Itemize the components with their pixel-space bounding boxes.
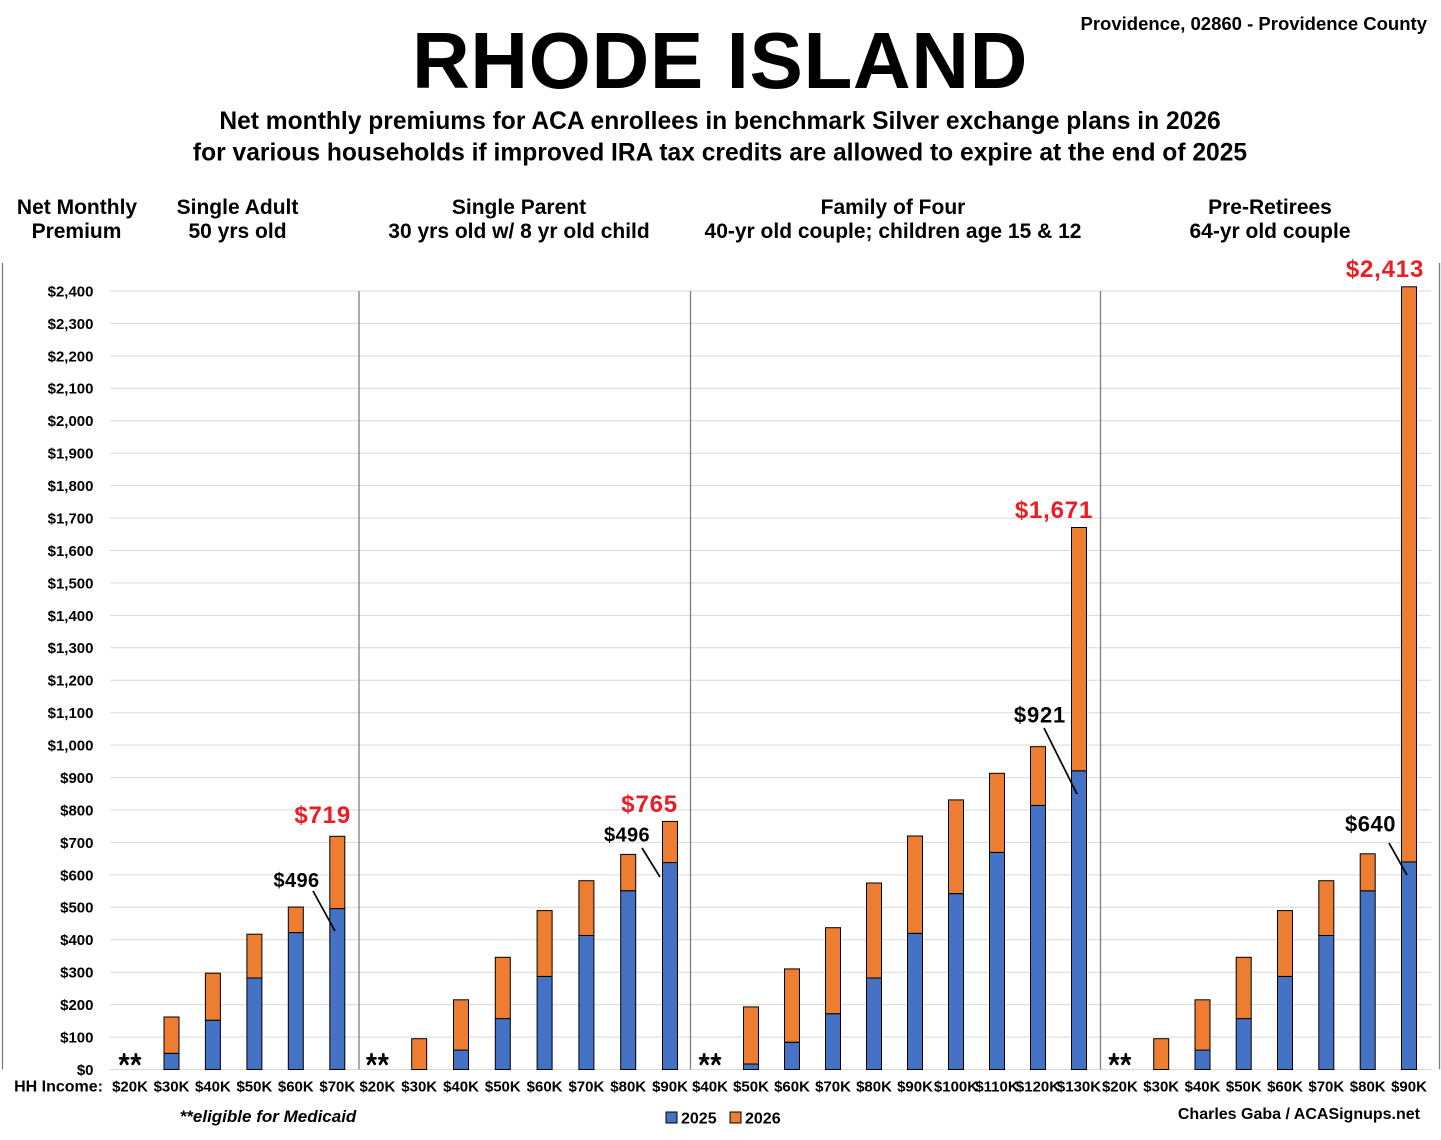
svg-text:Net monthly premiums for ACA e: Net monthly premiums for ACA enrollees i… <box>219 108 1220 135</box>
svg-text:Providence, 02860 - Providence: Providence, 02860 - Providence County <box>1081 13 1428 34</box>
svg-text:$40K: $40K <box>692 1079 728 1096</box>
svg-text:40-yr old couple; children age: 40-yr old couple; children age 15 & 12 <box>705 220 1082 243</box>
svg-text:$2,000: $2,000 <box>48 413 94 430</box>
svg-text:30 yrs old w/ 8 yr old child: 30 yrs old w/ 8 yr old child <box>388 220 649 243</box>
svg-text:Family of Four: Family of Four <box>821 196 966 219</box>
svg-text:$60K: $60K <box>527 1079 563 1096</box>
svg-text:$400: $400 <box>60 932 93 949</box>
svg-text:$600: $600 <box>60 867 93 884</box>
svg-text:$30K: $30K <box>401 1079 437 1096</box>
svg-text:$70K: $70K <box>319 1079 355 1096</box>
svg-text:$130K: $130K <box>1057 1079 1101 1096</box>
svg-text:Single Parent: Single Parent <box>452 196 586 219</box>
svg-text:$496: $496 <box>273 870 319 892</box>
svg-text:$496: $496 <box>604 825 650 847</box>
svg-text:2025: 2025 <box>681 1111 717 1128</box>
svg-text:$80K: $80K <box>610 1079 646 1096</box>
svg-text:$300: $300 <box>60 965 93 982</box>
svg-text:$900: $900 <box>60 770 93 787</box>
svg-text:$90K: $90K <box>897 1079 933 1096</box>
svg-text:$40K: $40K <box>195 1079 231 1096</box>
svg-text:$2,413: $2,413 <box>1346 256 1424 283</box>
svg-text:$719: $719 <box>294 802 351 829</box>
svg-text:$1,000: $1,000 <box>48 738 94 755</box>
svg-text:$500: $500 <box>60 900 93 917</box>
svg-text:Pre-Retirees: Pre-Retirees <box>1208 196 1332 219</box>
svg-text:$765: $765 <box>621 791 678 818</box>
svg-text:$30K: $30K <box>154 1079 190 1096</box>
svg-text:$30K: $30K <box>1143 1079 1179 1096</box>
svg-text:$70K: $70K <box>568 1079 604 1096</box>
svg-text:$70K: $70K <box>1308 1079 1344 1096</box>
svg-text:$80K: $80K <box>856 1079 892 1096</box>
svg-text:HH Income:: HH Income: <box>14 1079 103 1096</box>
svg-text:$1,300: $1,300 <box>48 640 94 657</box>
svg-text:$50K: $50K <box>236 1079 272 1096</box>
svg-text:$60K: $60K <box>1267 1079 1303 1096</box>
svg-text:$1,900: $1,900 <box>48 446 94 463</box>
svg-text:$50K: $50K <box>1226 1079 1262 1096</box>
svg-text:$90K: $90K <box>652 1079 688 1096</box>
svg-text:$40K: $40K <box>443 1079 479 1096</box>
svg-text:$2,200: $2,200 <box>48 348 94 365</box>
svg-text:$20K: $20K <box>359 1079 395 1096</box>
svg-text:$90K: $90K <box>1391 1079 1427 1096</box>
svg-text:$1,100: $1,100 <box>48 705 94 722</box>
svg-text:64-yr old couple: 64-yr old couple <box>1189 220 1350 243</box>
svg-text:$1,500: $1,500 <box>48 575 94 592</box>
svg-text:**eligible for Medicaid: **eligible for Medicaid <box>180 1107 357 1126</box>
svg-text:$120K: $120K <box>1016 1079 1060 1096</box>
svg-text:$70K: $70K <box>815 1079 851 1096</box>
svg-text:$2,400: $2,400 <box>48 283 94 300</box>
svg-text:$1,671: $1,671 <box>1015 497 1093 524</box>
svg-text:$20K: $20K <box>112 1079 148 1096</box>
svg-text:$1,200: $1,200 <box>48 673 94 690</box>
svg-text:$60K: $60K <box>278 1079 314 1096</box>
svg-text:Charles Gaba / ACASignups.net: Charles Gaba / ACASignups.net <box>1178 1106 1421 1123</box>
svg-text:$1,800: $1,800 <box>48 478 94 495</box>
svg-text:$80K: $80K <box>1350 1079 1386 1096</box>
svg-text:RHODE ISLAND: RHODE ISLAND <box>412 16 1028 105</box>
svg-text:$700: $700 <box>60 835 93 852</box>
svg-text:50 yrs old: 50 yrs old <box>188 220 286 243</box>
svg-text:$20K: $20K <box>1102 1079 1138 1096</box>
svg-text:$800: $800 <box>60 802 93 819</box>
svg-text:Single Adult: Single Adult <box>177 196 299 219</box>
svg-text:$200: $200 <box>60 997 93 1014</box>
svg-text:$110K: $110K <box>975 1079 1019 1096</box>
svg-text:$640: $640 <box>1345 812 1396 837</box>
svg-text:$2,300: $2,300 <box>48 316 94 333</box>
svg-text:for various households if impr: for various households if improved IRA t… <box>193 140 1247 167</box>
svg-text:$1,700: $1,700 <box>48 511 94 528</box>
svg-text:Premium: Premium <box>32 220 122 243</box>
svg-text:$1,400: $1,400 <box>48 608 94 625</box>
svg-text:Net Monthly: Net Monthly <box>17 196 137 219</box>
svg-text:$0: $0 <box>77 1062 94 1079</box>
svg-text:$1,600: $1,600 <box>48 543 94 560</box>
svg-text:$100K: $100K <box>934 1079 978 1096</box>
svg-text:$50K: $50K <box>485 1079 521 1096</box>
svg-text:$50K: $50K <box>733 1079 769 1096</box>
svg-text:$2,100: $2,100 <box>48 381 94 398</box>
svg-text:2026: 2026 <box>745 1111 781 1128</box>
svg-text:$40K: $40K <box>1185 1079 1221 1096</box>
svg-text:$60K: $60K <box>774 1079 810 1096</box>
svg-text:$921: $921 <box>1014 702 1066 727</box>
svg-text:$100: $100 <box>60 1030 93 1047</box>
